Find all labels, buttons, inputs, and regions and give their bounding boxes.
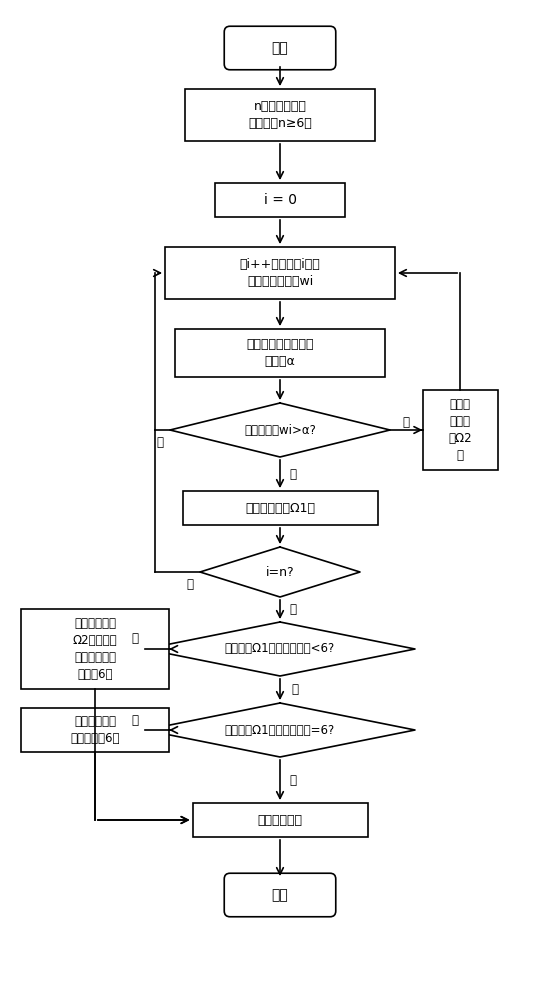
Bar	[182, 491, 377, 525]
Text: i = 0: i = 0	[263, 193, 296, 207]
Bar	[21, 609, 169, 689]
Polygon shape	[170, 403, 390, 457]
Text: 否: 否	[131, 714, 139, 726]
Polygon shape	[200, 547, 360, 597]
Bar	[215, 183, 345, 217]
Text: 否: 否	[291, 683, 299, 696]
Polygon shape	[145, 703, 415, 757]
Polygon shape	[145, 622, 415, 676]
Text: 按特征权重从
高到低取前6个: 按特征权重从 高到低取前6个	[70, 715, 120, 745]
Text: 从备选特征集
Ω2中取出权
重最高的特征
补充为6个: 从备选特征集 Ω2中取出权 重最高的特征 补充为6个	[73, 617, 117, 681]
FancyBboxPatch shape	[224, 26, 336, 70]
Text: 特征子集Ω1中的元素个数<6?: 特征子集Ω1中的元素个数<6?	[225, 643, 335, 656]
Text: 设置信息增益比的权
重阈值α: 设置信息增益比的权 重阈值α	[247, 338, 314, 368]
Text: 否: 否	[157, 436, 163, 448]
Bar	[192, 803, 367, 837]
Text: 是: 是	[290, 603, 296, 616]
Text: 是: 是	[131, 633, 139, 646]
Text: 特征权重值wi>α?: 特征权重值wi>α?	[244, 424, 316, 436]
FancyBboxPatch shape	[224, 873, 336, 917]
Text: 否: 否	[187, 578, 193, 590]
Text: 生成特征子集: 生成特征子集	[258, 814, 302, 826]
Text: 放入备
选特征
集Ω2
中: 放入备 选特征 集Ω2 中	[448, 398, 472, 462]
Text: n维特征数据集
预处理（n≥6）: n维特征数据集 预处理（n≥6）	[248, 100, 312, 130]
Text: 令i++，计算第i个特
征的信息增益值wi: 令i++，计算第i个特 征的信息增益值wi	[240, 258, 320, 288]
Text: 开始: 开始	[272, 41, 288, 55]
Bar	[175, 329, 385, 377]
Bar	[165, 247, 395, 299]
Text: 结束: 结束	[272, 888, 288, 902]
Text: 特征子集Ω1中的元素个数=6?: 特征子集Ω1中的元素个数=6?	[225, 724, 335, 736]
Text: 否: 否	[402, 416, 410, 428]
Bar	[21, 708, 169, 752]
Text: 放入特征子集Ω1中: 放入特征子集Ω1中	[245, 502, 315, 514]
Text: 是: 是	[290, 774, 296, 786]
Text: 是: 是	[290, 468, 296, 481]
Bar	[423, 390, 498, 470]
Bar	[185, 89, 375, 141]
Text: i=n?: i=n?	[266, 566, 294, 578]
